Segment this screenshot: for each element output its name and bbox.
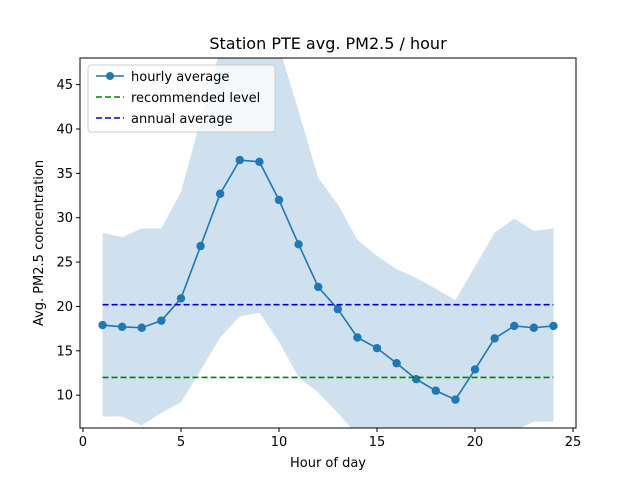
x-tick-label: 10: [271, 435, 288, 450]
data-point-hour-23: [529, 323, 539, 332]
x-tick-label: 0: [79, 435, 87, 450]
data-point-hour-16: [392, 359, 401, 368]
data-point-hour-12: [314, 282, 323, 292]
data-point-hour-1: [98, 320, 107, 330]
data-point-hour-7: [215, 189, 225, 198]
data-point-hour-13: [333, 304, 342, 314]
y-tick-label: 35: [56, 167, 73, 182]
y-tick-label: 20: [56, 300, 73, 315]
data-point-hour-17: [412, 375, 421, 384]
y-tick-label: 15: [56, 344, 73, 359]
data-point-hour-2: [117, 322, 127, 332]
y-tick-label: 40: [56, 122, 73, 137]
data-point-hour-15: [372, 343, 382, 353]
x-tick-label: 20: [467, 435, 484, 450]
confidence-band: [102, 58, 554, 428]
x-tick-label: 25: [565, 435, 582, 450]
legend-marker-hourly-average: [106, 72, 114, 80]
data-point-hour-8: [235, 155, 244, 165]
data-point-hour-24: [549, 321, 558, 331]
data-point-hour-9: [255, 157, 264, 167]
legend-box: [87, 64, 276, 133]
y-axis-label: Avg. PM2.5 concentration: [32, 160, 47, 326]
chart-title: Station PTE avg. PM2.5 / hour: [209, 34, 447, 53]
x-tick-label: 15: [369, 435, 386, 450]
legend-label-annual-average: annual average: [131, 112, 233, 127]
plot-frame: [79, 57, 577, 429]
data-point-hour-21: [490, 334, 499, 343]
legend: hourly average recommended level annual …: [87, 64, 276, 133]
y-tick-label: 10: [56, 389, 73, 404]
y-axis: 10 15 20 25 30 35 40 45: [56, 78, 80, 404]
data-point-hour-3: [137, 323, 146, 332]
data-point-hour-14: [353, 333, 362, 342]
legend-label-hourly-average: hourly average: [131, 70, 229, 85]
plot-area: [98, 58, 558, 428]
data-point-hour-11: [294, 240, 303, 249]
data-point-hour-19: [451, 395, 460, 404]
x-tick-label: 5: [177, 435, 185, 450]
series-line-hourly-average: [102, 159, 554, 401]
data-point-hour-18: [431, 386, 441, 395]
x-axis: 0 5 10 15 20 25: [79, 428, 582, 450]
legend-label-recommended-level: recommended level: [131, 91, 260, 106]
data-point-hour-5: [176, 294, 186, 303]
y-tick-label: 25: [56, 256, 73, 271]
data-point-hour-10: [274, 195, 284, 205]
data-point-hour-20: [470, 365, 480, 374]
data-point-hour-6: [196, 241, 205, 251]
x-axis-label: Hour of day: [290, 456, 366, 471]
y-tick-label: 45: [56, 78, 73, 93]
data-point-hour-22: [510, 321, 519, 331]
data-point-hour-4: [157, 316, 166, 325]
y-tick-label: 30: [56, 211, 73, 226]
